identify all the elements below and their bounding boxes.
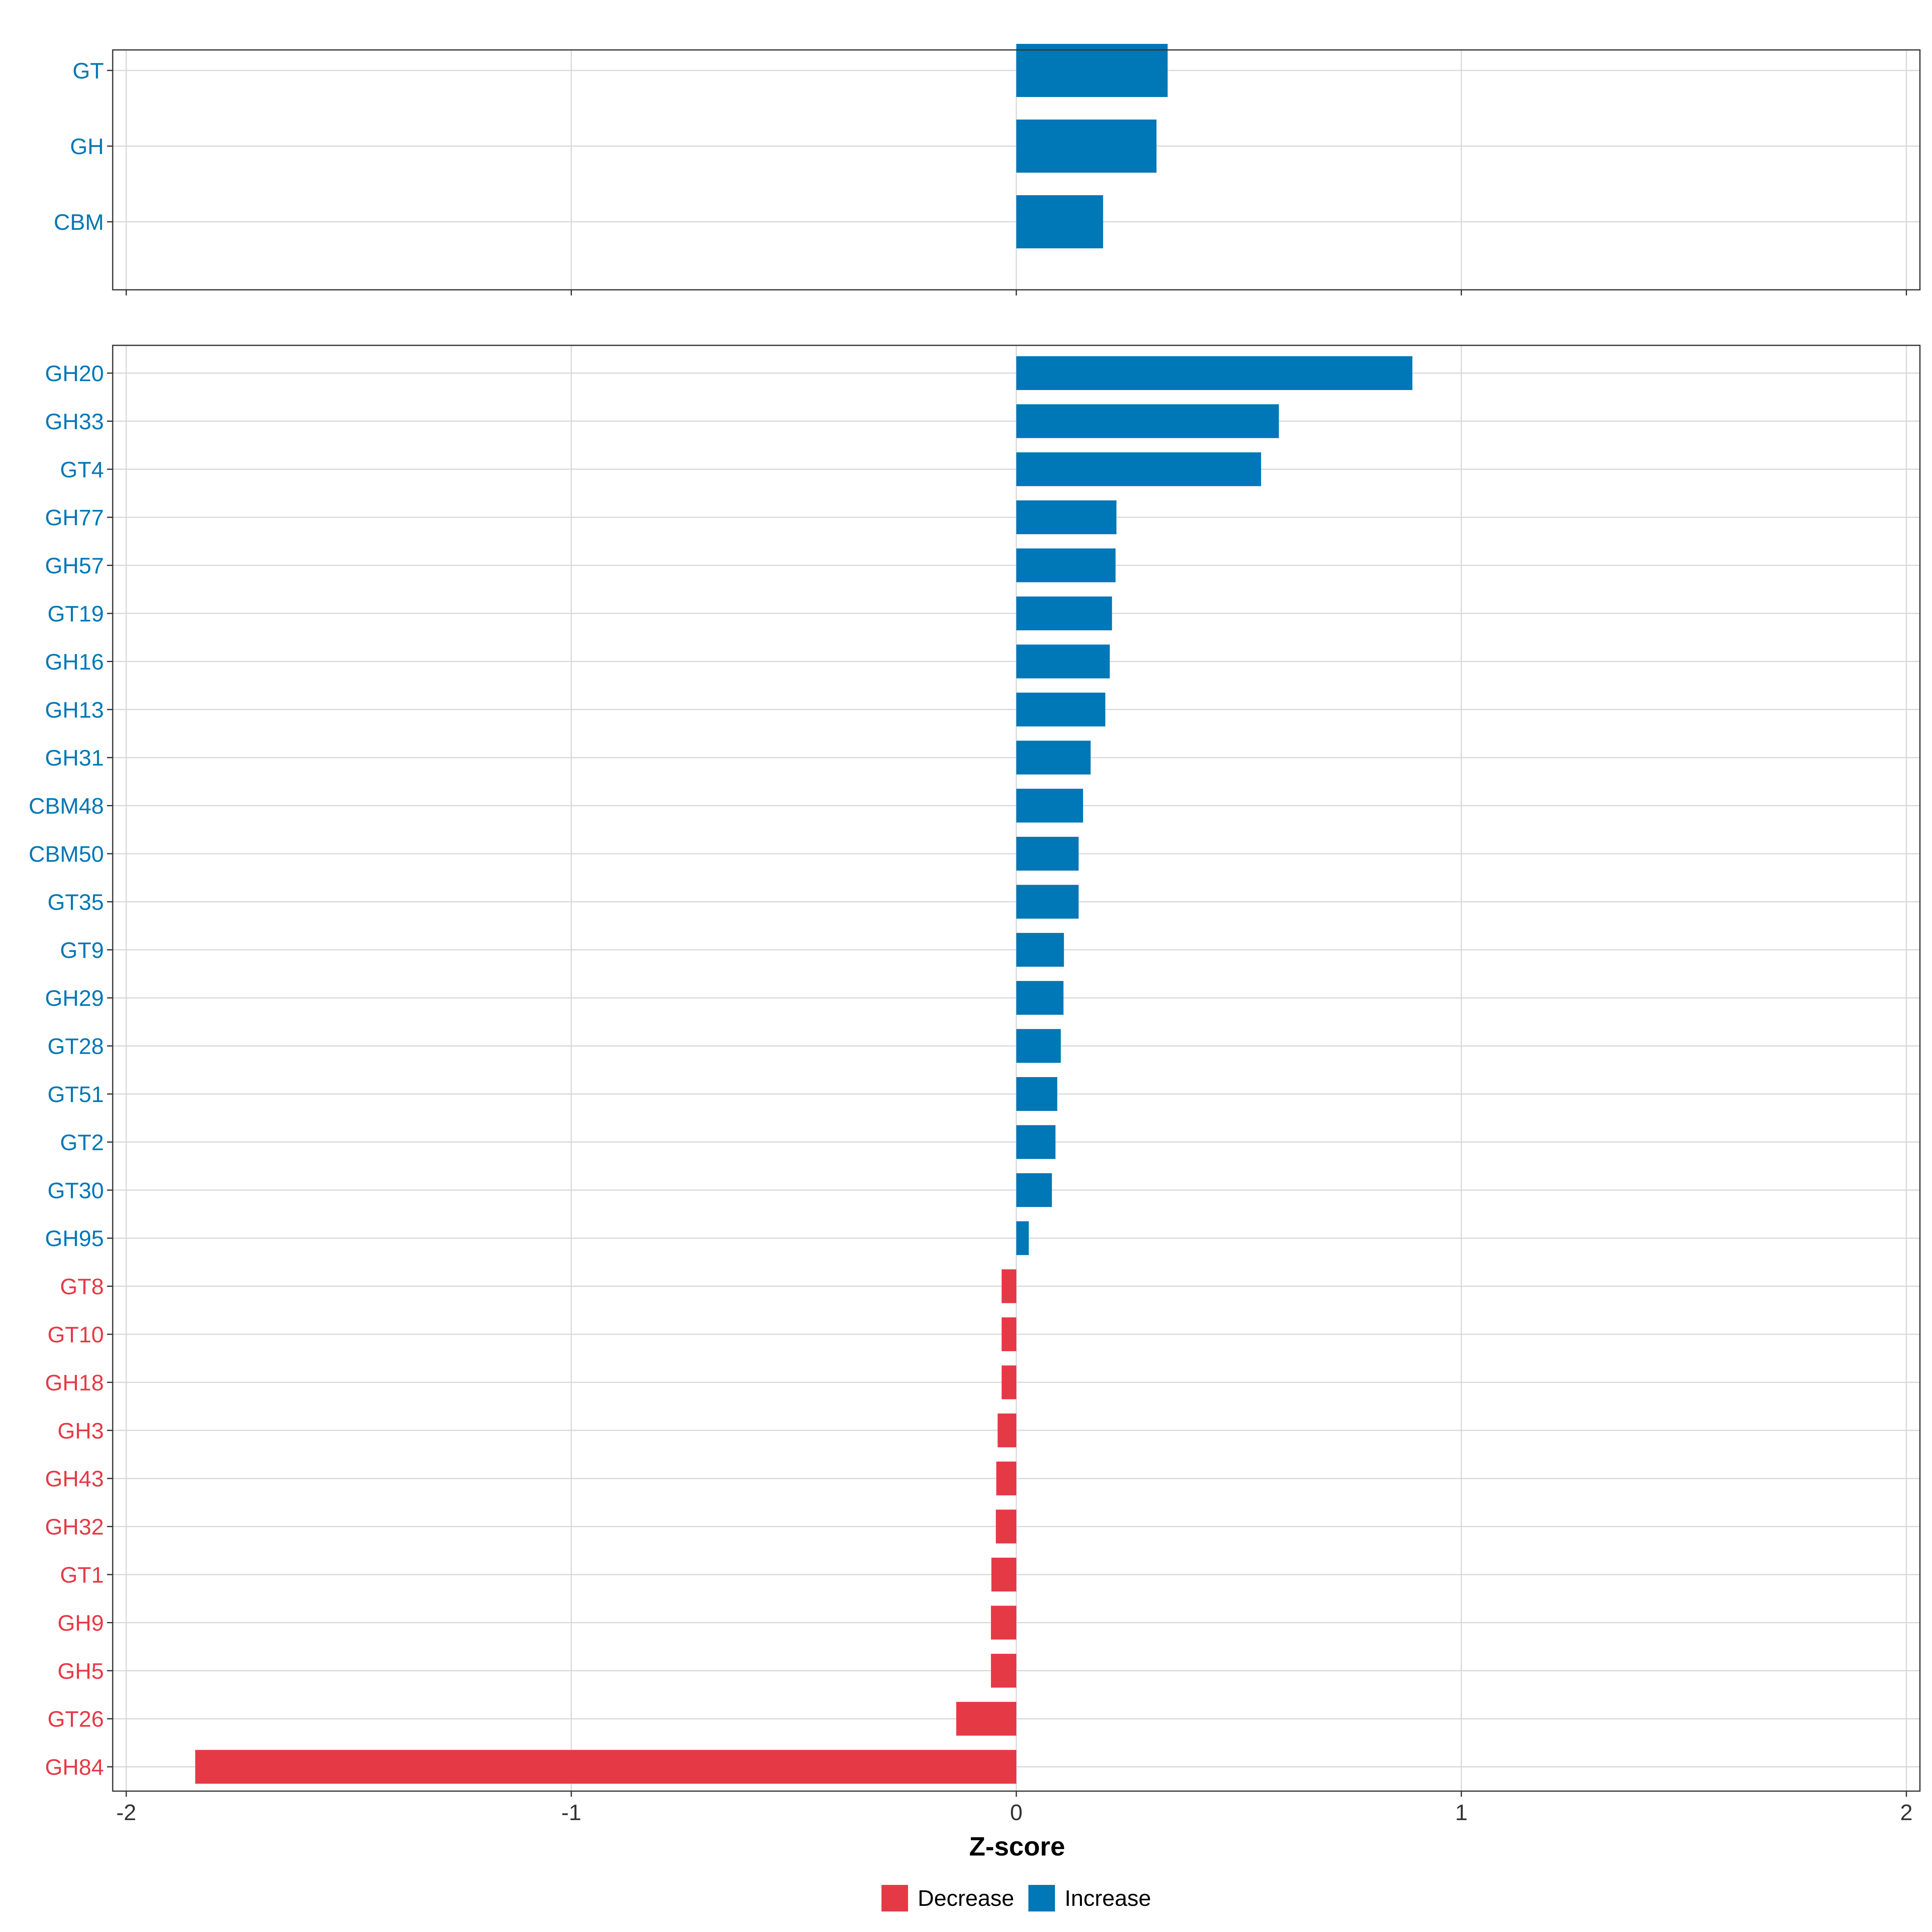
bar-CBM xyxy=(1016,195,1103,248)
legend-key xyxy=(1028,1885,1055,1911)
bar-GT xyxy=(1016,44,1168,97)
bar-GT2 xyxy=(1016,1125,1056,1159)
y-label-GT26: GT26 xyxy=(47,1706,104,1732)
y-label-GT2: GT2 xyxy=(60,1129,104,1155)
y-label-GH57: GH57 xyxy=(45,553,104,578)
bar-GH16 xyxy=(1016,644,1110,679)
bar-GH13 xyxy=(1016,692,1106,727)
bar-GT30 xyxy=(1016,1173,1052,1207)
panel-border xyxy=(112,49,1921,291)
panel-class: GT GH CBM xyxy=(54,44,1921,295)
bar-GH18 xyxy=(1001,1365,1016,1399)
x-axis: -2 -1 0 1 2 xyxy=(116,1800,1913,1825)
bar-GH84 xyxy=(195,1750,1016,1784)
bar-GT8 xyxy=(1001,1269,1016,1303)
panel-border xyxy=(112,345,1921,1792)
y-label-CBM: CBM xyxy=(54,209,104,235)
y-label-CBM50: CBM50 xyxy=(29,841,104,867)
bar-GT26 xyxy=(956,1702,1016,1736)
y-label-GT1: GT1 xyxy=(60,1562,104,1587)
bar-GT1 xyxy=(991,1558,1016,1591)
y-label-GH3: GH3 xyxy=(58,1418,104,1443)
y-label-GH43: GH43 xyxy=(45,1466,104,1491)
bar-GH33 xyxy=(1016,404,1279,438)
x-tick-label: 1 xyxy=(1455,1800,1468,1825)
bar-GT4 xyxy=(1016,452,1261,486)
y-label-GH13: GH13 xyxy=(45,697,104,722)
legend-item-increase: Increase xyxy=(1028,1885,1151,1911)
panels-layer: GTGHCBMGH20GH33GT4GH77GH57GT19GH16GH13GH… xyxy=(29,44,1921,1797)
bar-GH57 xyxy=(1016,548,1116,582)
y-label-GT30: GT30 xyxy=(47,1178,104,1203)
x-tick-label: 2 xyxy=(1900,1800,1913,1825)
legend-item-decrease: Decrease xyxy=(881,1885,1014,1911)
x-tick-label: -2 xyxy=(116,1800,136,1825)
bar-GH77 xyxy=(1016,500,1117,535)
y-label-GH9: GH9 xyxy=(58,1610,104,1635)
y-label-GT9: GT9 xyxy=(60,937,104,963)
y-label-GT4: GT4 xyxy=(60,457,104,482)
bar-GT51 xyxy=(1016,1077,1057,1111)
y-label-GH95: GH95 xyxy=(45,1226,104,1251)
bar-GH31 xyxy=(1016,741,1091,775)
y-label-GT: GT xyxy=(72,58,104,83)
y-label-GH33: GH33 xyxy=(45,409,104,434)
y-label-GH29: GH29 xyxy=(45,985,104,1011)
y-label-GH20: GH20 xyxy=(45,361,104,386)
y-label-GT51: GT51 xyxy=(47,1082,104,1107)
legend: Decrease Increase xyxy=(881,1885,1151,1911)
bar-GT19 xyxy=(1016,597,1112,630)
y-label-GH32: GH32 xyxy=(45,1514,104,1540)
legend-label: Increase xyxy=(1065,1885,1151,1911)
legend-key xyxy=(881,1885,908,1911)
bar-GH95 xyxy=(1016,1221,1029,1255)
bar-GH5 xyxy=(991,1653,1016,1688)
y-label-GH31: GH31 xyxy=(45,745,104,770)
y-label-GH: GH xyxy=(70,134,104,159)
y-label-GH5: GH5 xyxy=(58,1658,104,1684)
y-label-GT8: GT8 xyxy=(60,1274,104,1299)
bar-GT28 xyxy=(1016,1029,1061,1063)
y-label-GH84: GH84 xyxy=(45,1754,104,1780)
bar-GT35 xyxy=(1016,885,1079,919)
legend-label: Decrease xyxy=(918,1885,1014,1911)
bar-GT9 xyxy=(1016,933,1064,967)
y-label-GH16: GH16 xyxy=(45,649,104,674)
bar-GH20 xyxy=(1016,356,1413,390)
bar-GH3 xyxy=(997,1413,1016,1447)
bar-GH43 xyxy=(996,1461,1016,1496)
bar-GH32 xyxy=(996,1509,1016,1544)
y-label-GT35: GT35 xyxy=(47,889,104,914)
bar-GH xyxy=(1016,120,1157,173)
y-label-GH18: GH18 xyxy=(45,1370,104,1395)
y-label-GT19: GT19 xyxy=(47,601,104,626)
x-axis-title: Z-score xyxy=(969,1831,1065,1861)
y-label-GT28: GT28 xyxy=(47,1034,104,1059)
bar-CBM50 xyxy=(1016,837,1079,871)
y-label-GH77: GH77 xyxy=(45,505,104,530)
bar-CBM48 xyxy=(1016,788,1083,823)
y-label-CBM48: CBM48 xyxy=(29,793,104,819)
bar-GH9 xyxy=(991,1606,1016,1640)
x-tick-label: -1 xyxy=(561,1800,581,1825)
y-label-GT10: GT10 xyxy=(47,1322,104,1347)
x-tick-label: 0 xyxy=(1010,1800,1022,1825)
bar-GH29 xyxy=(1016,981,1064,1015)
bar-GT10 xyxy=(1001,1317,1016,1351)
panel-family: GH20 GH33 GT4 GH77 GH57 GT19 GH16 GH13 GH31 CBM48… xyxy=(29,345,1921,1797)
